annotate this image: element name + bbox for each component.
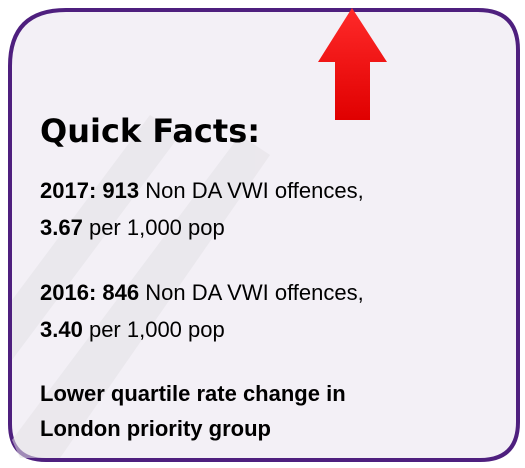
note-line: Lower quartile rate change in [40,381,346,406]
fact-line: 2016: 846 Non DA VWI offences, [40,280,364,305]
fact-line: 3.67 per 1,000 pop [40,215,225,240]
watermark [12,115,270,458]
fact-year: 2016: [40,280,96,305]
note-line: London priority group [40,416,271,441]
fact-rate: 3.67 [40,215,83,240]
fact-rate-text: per 1,000 pop [89,215,225,240]
fact-line: 3.40 per 1,000 pop [40,317,225,342]
fact-count-text: Non DA VWI offences, [145,280,363,305]
fact-year: 2017: [40,178,96,203]
fact-rate: 3.40 [40,317,83,342]
fact-rate-text: per 1,000 pop [89,317,225,342]
up-arrow [318,8,387,120]
card-border [8,8,520,462]
card-title: Quick Facts: [40,112,260,150]
fact-count: 913 [102,178,139,203]
fact-line: 2017: 913 Non DA VWI offences, [40,178,364,203]
fact-count-text: Non DA VWI offences, [145,178,363,203]
fact-count: 846 [102,280,139,305]
